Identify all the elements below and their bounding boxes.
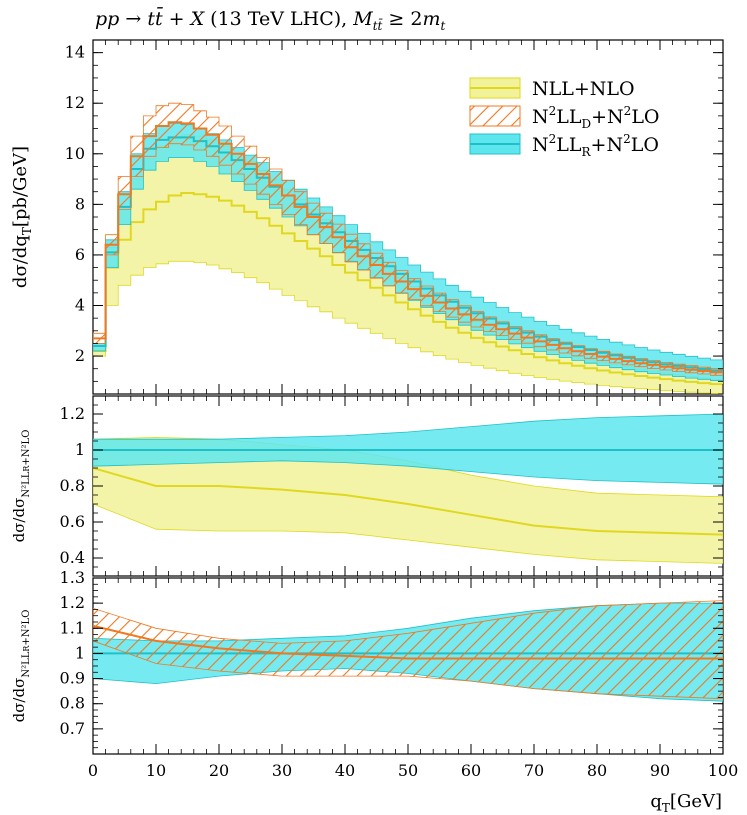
- ytick-label: 6: [75, 245, 85, 264]
- xtick-label: 10: [146, 761, 166, 780]
- xtick-label: 100: [708, 761, 739, 780]
- band-nlldnlo-p0: [93, 102, 723, 376]
- ytick-label: 1.2: [60, 404, 85, 423]
- ytick-label: 0.8: [60, 476, 85, 495]
- ratio1-ylabel: dσ/dσN²LLR+N²LO: [10, 430, 32, 543]
- ytick-label: 2: [75, 346, 85, 365]
- legend-label-nnll-r: N2LLR+N2LO: [532, 132, 659, 159]
- ytick-label: 1.3: [60, 568, 85, 587]
- ytick-label: 12: [65, 93, 85, 112]
- xtick-label: 20: [209, 761, 229, 780]
- ratio2-plot-area: [93, 600, 723, 702]
- axes: 2 4 6 8 10 12 14 0.4 0.6 0.8 1 1.2 0.7 0.8 0.9 1 1.1 1.2 1…: [60, 39, 739, 780]
- xtick-label: 40: [335, 761, 355, 780]
- ratio2-ylabel: dσ/dσN²LLR+N²LO: [10, 610, 32, 723]
- xtick-label: 70: [524, 761, 544, 780]
- ytick-label: 4: [75, 296, 85, 315]
- x-axis-label: qT[GeV]: [650, 791, 722, 815]
- xtick-label: 0: [88, 761, 98, 780]
- main-plot-area: [93, 102, 723, 394]
- ratio1-plot-area: [93, 413, 723, 564]
- central-nllnlo-p1: [93, 467, 723, 536]
- ytick-label: 8: [75, 194, 85, 213]
- ytick-label: 0.6: [60, 512, 85, 531]
- xtick-label: 60: [461, 761, 481, 780]
- ytick-label: 1: [75, 440, 85, 459]
- central-nlldnlo-p2: [93, 624, 723, 660]
- ytick-label: 0.8: [60, 694, 85, 713]
- xtick-label: 30: [272, 761, 292, 780]
- ytick-label: 1.2: [60, 593, 85, 612]
- xtick-label: 90: [650, 761, 670, 780]
- ytick-label: 1.1: [60, 618, 85, 637]
- ytick-label: 14: [65, 43, 85, 62]
- xtick-label: 50: [398, 761, 418, 780]
- legend: NLL+NLO N2LLD+N2LO N2LLR+N2LO: [469, 77, 660, 159]
- ytick-label: 1: [75, 643, 85, 662]
- legend-label-nnll-d: N2LLD+N2LO: [532, 104, 660, 131]
- ytick-label: 0.9: [60, 669, 85, 688]
- band-nlldnlo-p2: [93, 600, 723, 700]
- ytick-label: 0.4: [60, 548, 85, 567]
- xtick-label: 80: [587, 761, 607, 780]
- ytick-label: 10: [65, 144, 85, 163]
- main-ylabel: dσ/dqT[pb/GeV]: [10, 146, 34, 288]
- central-nlldnlo-p0: [93, 121, 723, 374]
- central-nllnlo-p0: [93, 192, 723, 386]
- legend-label-nll: NLL+NLO: [532, 78, 635, 100]
- chart-title: pp → tt̄ + X (13 TeV LHC), Mtt̄ ≥ 2mt: [95, 6, 445, 33]
- ytick-label: 0.7: [60, 719, 85, 738]
- legend-swatch-nnll-d: [469, 105, 521, 127]
